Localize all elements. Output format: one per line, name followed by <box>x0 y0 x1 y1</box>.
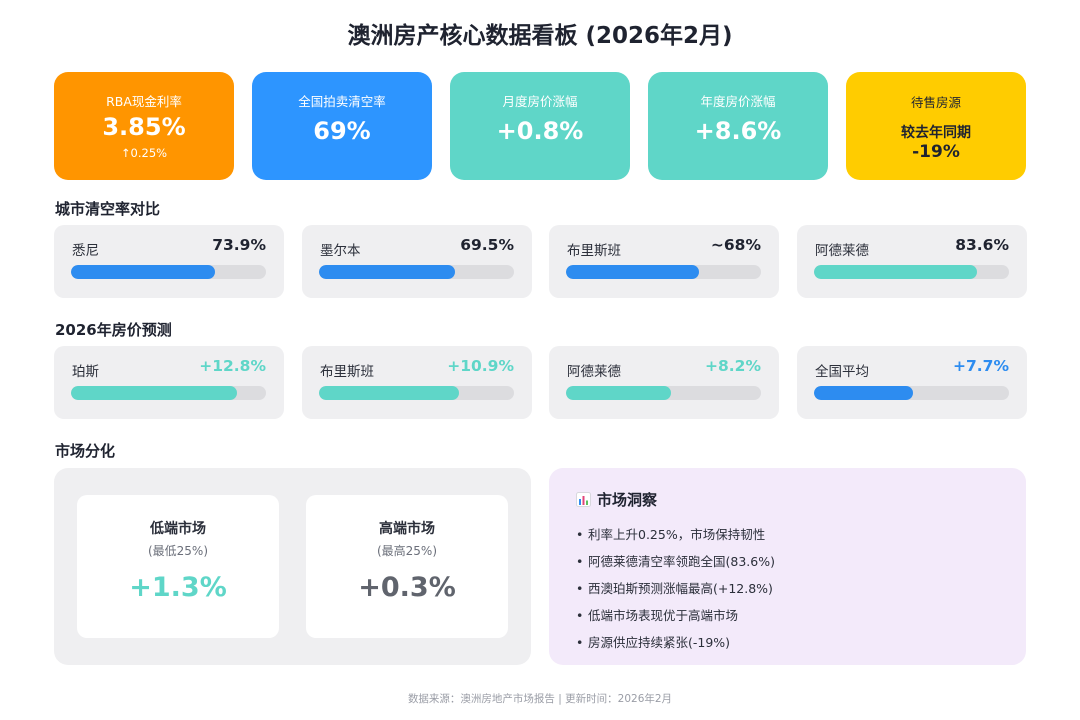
high-end-market-card: 高端市场 (最高25%) +0.3% <box>306 495 508 638</box>
city-value: +10.9% <box>447 357 514 375</box>
city-value: ~68% <box>710 236 761 254</box>
bullet-icon: • <box>576 581 584 596</box>
segment-value: +1.3% <box>129 572 227 603</box>
kpi-value: -19% <box>912 142 960 162</box>
city-value: +7.7% <box>953 357 1009 375</box>
insight-header: 市场洞察 <box>576 489 657 510</box>
kpi-label: 月度房价涨幅 <box>502 94 578 109</box>
city-tile: 悉尼 73.9% <box>54 225 284 298</box>
market-insight-panel: 市场洞察 • 利率上升0.25%，市场保持韧性 • 阿德莱德清空率领跑全国(83.6%… <box>549 468 1026 665</box>
progress-fill <box>71 265 216 279</box>
kpi-label: RBA现金利率 <box>106 94 182 109</box>
kpi-value: 3.85% <box>102 113 186 141</box>
segment-title: 高端市场 <box>379 521 435 537</box>
progress-track <box>71 265 266 279</box>
segment-subtitle: (最低25%) <box>147 544 209 558</box>
section-title-divergence: 市场分化 <box>55 442 116 460</box>
city-name: 布里斯班 <box>567 243 621 259</box>
kpi-monthly-growth: 月度房价涨幅 +0.8% <box>450 72 630 180</box>
city-name: 墨尔本 <box>320 243 361 259</box>
city-tile: 布里斯班 ~68% <box>549 225 779 298</box>
insight-item: • 西澳珀斯预测涨幅最高(+12.8%) <box>576 580 775 607</box>
progress-track <box>814 265 1009 279</box>
insight-item: • 低端市场表现优于高端市场 <box>576 607 775 634</box>
section-title-forecast: 2026年房价预测 <box>55 321 172 339</box>
progress-fill <box>814 386 914 400</box>
footer-source: 数据来源：澳洲房地产市场报告 | 更新时间：2026年2月 <box>407 693 673 705</box>
kpi-listings: 待售房源 较去年同期 -19% <box>846 72 1026 180</box>
city-tile: 阿德莱德 +8.2% <box>549 346 779 419</box>
progress-fill <box>71 386 237 400</box>
segment-title: 低端市场 <box>150 521 206 537</box>
segment-value: +0.3% <box>358 572 456 603</box>
progress-track <box>814 386 1009 400</box>
section-title-clearance: 城市清空率对比 <box>55 200 161 218</box>
kpi-clearance-rate: 全国拍卖清空率 69% <box>252 72 432 180</box>
city-name: 珀斯 <box>72 364 99 380</box>
market-divergence-panel: 低端市场 (最低25%) +1.3% 高端市场 (最高25%) +0.3% <box>54 468 531 665</box>
city-tile: 珀斯 +12.8% <box>54 346 284 419</box>
insight-text: 西澳珀斯预测涨幅最高(+12.8%) <box>588 581 773 596</box>
city-value: 73.9% <box>212 236 266 254</box>
city-tile: 全国平均 +7.7% <box>797 346 1027 419</box>
bullet-icon: • <box>576 608 584 623</box>
bar-chart-icon <box>576 492 591 507</box>
insight-item: • 利率上升0.25%，市场保持韧性 <box>576 526 775 553</box>
kpi-label: 年度房价涨幅 <box>700 94 776 109</box>
bullet-icon: • <box>576 554 584 569</box>
city-name: 布里斯班 <box>320 364 374 380</box>
progress-track <box>566 265 761 279</box>
insight-text: 低端市场表现优于高端市场 <box>588 608 739 623</box>
bullet-icon: • <box>576 527 584 542</box>
city-value: 83.6% <box>955 236 1009 254</box>
city-value: +8.2% <box>705 357 761 375</box>
kpi-value: +8.6% <box>694 117 782 145</box>
progress-fill <box>566 265 699 279</box>
city-tile: 布里斯班 +10.9% <box>302 346 532 419</box>
kpi-rba-rate: RBA现金利率 3.85% ↑0.25% <box>54 72 234 180</box>
kpi-label: 全国拍卖清空率 <box>298 94 386 109</box>
insight-text: 利率上升0.25%，市场保持韧性 <box>588 527 766 542</box>
city-tile: 阿德莱德 83.6% <box>797 225 1027 298</box>
progress-track <box>566 386 761 400</box>
progress-track <box>319 386 514 400</box>
city-name: 悉尼 <box>72 243 99 259</box>
kpi-value: +0.8% <box>496 117 584 145</box>
progress-fill <box>319 265 455 279</box>
insight-item: • 阿德莱德清空率领跑全国(83.6%) <box>576 553 775 580</box>
segment-subtitle: (最高25%) <box>376 544 438 558</box>
low-end-market-card: 低端市场 (最低25%) +1.3% <box>77 495 279 638</box>
city-name: 阿德莱德 <box>815 243 869 259</box>
city-name: 全国平均 <box>815 364 869 380</box>
city-tile: 墨尔本 69.5% <box>302 225 532 298</box>
kpi-label: 待售房源 <box>910 95 961 110</box>
progress-track <box>71 386 266 400</box>
kpi-value-caption: 较去年同期 <box>901 125 971 141</box>
kpi-value: 69% <box>313 117 371 145</box>
progress-fill <box>319 386 460 400</box>
insight-item: • 房源供应持续紧张(-19%) <box>576 634 775 661</box>
insight-text: 阿德莱德清空率领跑全国(83.6%) <box>588 554 775 569</box>
kpi-change: ↑0.25% <box>120 146 168 160</box>
insight-text: 房源供应持续紧张(-19%) <box>588 635 731 650</box>
insight-list: • 利率上升0.25%，市场保持韧性 • 阿德莱德清空率领跑全国(83.6%) • 西澳珀… <box>576 526 775 661</box>
insight-title: 市场洞察 <box>597 491 658 509</box>
progress-fill <box>814 265 978 279</box>
kpi-yearly-growth: 年度房价涨幅 +8.6% <box>648 72 828 180</box>
bullet-icon: • <box>576 635 584 650</box>
city-name: 阿德莱德 <box>567 364 621 380</box>
progress-track <box>319 265 514 279</box>
page-title: 澳洲房产核心数据看板 (2026年2月) <box>347 23 733 49</box>
progress-fill <box>566 386 672 400</box>
city-value: 69.5% <box>460 236 514 254</box>
city-value: +12.8% <box>199 357 266 375</box>
